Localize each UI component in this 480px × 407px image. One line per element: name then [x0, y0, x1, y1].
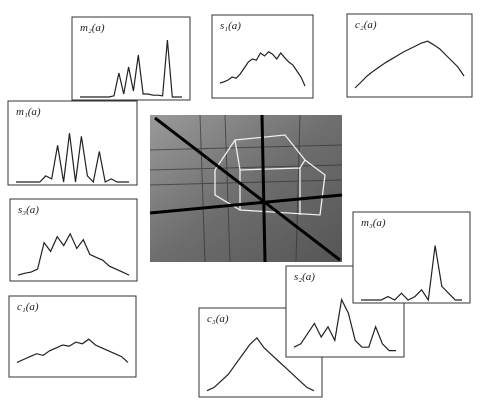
plot-panel: m₂(a)	[72, 17, 190, 100]
center-image	[150, 115, 342, 262]
plot-panel: c₁(a)	[9, 296, 136, 377]
panel-label: c₃(a)	[207, 313, 229, 325]
figure: m₂(a) s₁(a) c₂(a) m₁(a) s₃(a) c₁(a) c₃(a) s₂(a)…	[0, 0, 480, 407]
panel-label: c₁(a)	[17, 301, 39, 313]
plot-panel: s₃(a)	[10, 199, 137, 281]
plot-panel: s₁(a)	[212, 15, 313, 98]
panel-label: s₃(a)	[18, 204, 39, 216]
panel-label: m₃(a)	[361, 217, 386, 229]
panel-label: m₂(a)	[80, 22, 105, 34]
panel-label: c₂(a)	[355, 19, 377, 31]
plot-panel: m₁(a)	[8, 101, 137, 185]
panel-label: s₁(a)	[220, 20, 241, 32]
panel-label: m₁(a)	[16, 106, 41, 118]
plot-panel: m₃(a)	[353, 212, 470, 303]
panel-label: s₂(a)	[294, 271, 315, 283]
plot-panel: c₂(a)	[347, 14, 472, 97]
